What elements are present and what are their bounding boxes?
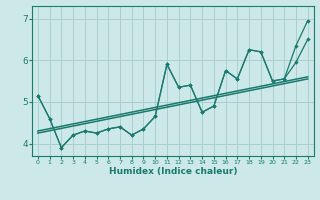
X-axis label: Humidex (Indice chaleur): Humidex (Indice chaleur) (108, 167, 237, 176)
